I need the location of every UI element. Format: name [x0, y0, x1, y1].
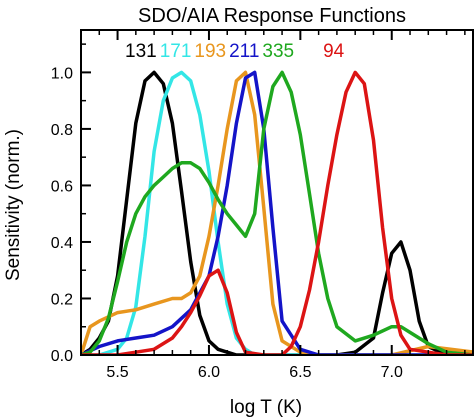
series-label-171: 171: [160, 41, 192, 62]
x-tick-label: 6.0: [198, 364, 220, 381]
series-lines: [81, 70, 474, 355]
series-line-94: [81, 70, 474, 355]
y-axis-label: Sensitivity (norm.): [3, 129, 24, 281]
series-line-335: [81, 70, 474, 355]
y-tick-label: 0.2: [51, 291, 73, 308]
y-tick-label: 0.4: [51, 235, 73, 252]
chart-title: SDO/AIA Response Functions: [138, 5, 406, 27]
x-tick-label: 7.0: [381, 364, 403, 381]
series-label-335: 335: [262, 41, 294, 62]
x-axis-label: log T (K): [230, 397, 302, 418]
plot-frame: [80, 29, 474, 356]
y-tick-label: 0.8: [51, 122, 73, 139]
y-tick-label: 0.6: [51, 178, 73, 195]
series-labels: 131 171 193 211 335 94: [125, 41, 345, 62]
series-label-131: 131: [125, 41, 157, 62]
axis-ticks: 5.5 6.0 6.5 7.0 0.0 0.2 0.4 0.6 0.8 1.0: [51, 30, 466, 381]
series-label-193: 193: [194, 41, 226, 62]
y-tick-label: 1.0: [51, 65, 73, 82]
series-line-193: [81, 70, 474, 355]
series-line-131: [81, 70, 474, 355]
series-line-171: [81, 70, 474, 355]
x-tick-label: 6.5: [289, 364, 311, 381]
y-tick-label: 0.0: [51, 348, 73, 365]
series-line-211: [81, 70, 474, 355]
x-tick-label: 5.5: [106, 364, 128, 381]
series-label-211: 211: [229, 41, 259, 62]
series-label-94: 94: [323, 41, 345, 62]
